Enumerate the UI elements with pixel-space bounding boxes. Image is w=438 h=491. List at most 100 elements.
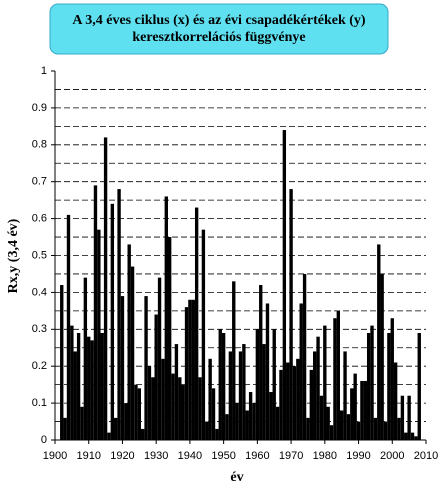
bar [90, 340, 94, 440]
bar [235, 403, 239, 440]
x-tick-label: 1900 [43, 450, 67, 462]
bar [350, 388, 354, 440]
bar [245, 410, 249, 440]
bar [336, 310, 340, 440]
bar [417, 332, 421, 440]
bar [299, 303, 303, 440]
bar [117, 189, 121, 440]
x-tick-label: 1970 [279, 450, 303, 462]
x-tick-label: 1940 [178, 450, 202, 462]
x-axis-label: év [230, 470, 243, 485]
bar [76, 332, 81, 440]
bar [83, 277, 88, 440]
bar [167, 237, 172, 440]
title-box [49, 3, 389, 55]
bar [255, 329, 260, 440]
bar [215, 428, 219, 440]
bar [127, 244, 131, 440]
bar [265, 303, 270, 440]
y-tick-label: 0.8 [32, 139, 47, 151]
y-tick-label: 0 [41, 434, 47, 446]
bar [171, 373, 175, 440]
bar [66, 214, 71, 440]
bar [292, 366, 297, 440]
bar [259, 285, 263, 440]
bar [161, 358, 165, 440]
bar [252, 403, 256, 440]
bar [400, 395, 405, 440]
y-tick-label: 1 [41, 65, 47, 77]
y-tick-label: 0.6 [32, 213, 47, 225]
x-tick-label: 1960 [245, 450, 269, 462]
bar [151, 377, 155, 440]
bar [141, 428, 145, 440]
bar [144, 296, 148, 440]
bar [407, 395, 411, 440]
bar [319, 395, 324, 440]
bar [390, 318, 394, 440]
bar [107, 432, 111, 440]
x-tick-label: 2000 [380, 450, 404, 462]
bar [309, 369, 314, 440]
bar [124, 403, 128, 440]
bar [201, 229, 206, 440]
bar [211, 388, 216, 440]
bar [60, 285, 64, 440]
bar [157, 277, 162, 440]
bar [272, 329, 276, 440]
bar [370, 325, 374, 440]
bar [353, 373, 357, 440]
bar [130, 266, 135, 440]
bar [275, 406, 280, 440]
x-tick-label: 1930 [144, 450, 168, 462]
bar [380, 273, 384, 440]
bar [326, 406, 330, 440]
bar [313, 351, 317, 440]
bar [194, 207, 199, 440]
bar [137, 388, 142, 440]
bar [134, 384, 138, 440]
x-tick-label: 1920 [110, 450, 134, 462]
bar [360, 380, 364, 440]
bar [356, 421, 361, 440]
bar [404, 432, 408, 440]
bar [228, 351, 233, 440]
bar [103, 137, 108, 441]
bar [181, 384, 185, 440]
y-axis-label: Rx,y (3,4 év) [6, 218, 21, 293]
bar [120, 296, 125, 440]
bar [323, 325, 327, 440]
bar [286, 362, 290, 440]
bar [87, 336, 91, 440]
bar [70, 325, 74, 440]
bar [191, 299, 195, 440]
bar [410, 432, 415, 440]
x-tick-label: 1990 [346, 450, 370, 462]
bar [343, 351, 347, 440]
bar [393, 362, 398, 440]
bar [225, 414, 229, 440]
bar [174, 344, 179, 440]
bar [184, 307, 189, 440]
bar [339, 410, 344, 440]
title-holder: A 3,4 éves ciklus (x) és az évi csapadék… [72, 13, 365, 45]
bar [373, 417, 378, 440]
x-tick-label: 2010 [414, 450, 438, 462]
bar [248, 392, 253, 440]
y-tick-label: 0.3 [32, 323, 47, 335]
bar [289, 189, 293, 440]
bar [178, 377, 182, 440]
bar [397, 417, 401, 440]
bar [282, 130, 287, 441]
bar [97, 229, 101, 440]
bar [363, 380, 367, 440]
y-tick-label: 0.5 [32, 249, 47, 261]
bar [306, 417, 310, 440]
bar [188, 299, 192, 440]
bar [100, 332, 104, 440]
bar [346, 414, 351, 440]
bar [147, 366, 152, 440]
y-tick-label: 0.1 [32, 397, 47, 409]
y-tick-label: 0.9 [32, 102, 47, 114]
